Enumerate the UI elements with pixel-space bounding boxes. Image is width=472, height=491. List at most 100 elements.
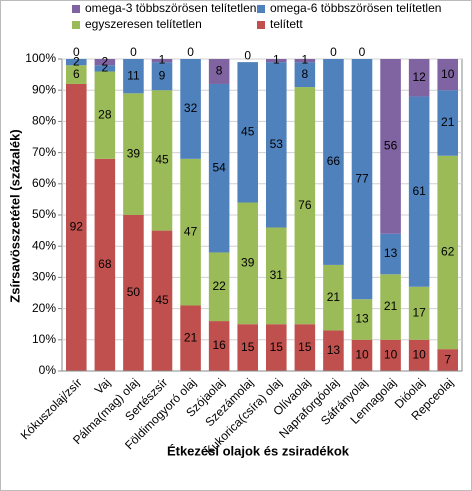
bar-segment: [266, 324, 287, 371]
bar-segment: [437, 349, 458, 371]
data-label: 0: [130, 45, 137, 59]
bar-segment: [123, 59, 144, 94]
data-label: 6: [73, 67, 80, 81]
bar-segment: [408, 96, 430, 287]
y-tick-label: 40%: [32, 238, 56, 252]
y-tick-label: 80%: [32, 114, 56, 128]
bar-segment: [437, 155, 458, 350]
data-label: 66: [327, 154, 341, 168]
y-tick-label: 0%: [39, 363, 57, 377]
data-label: 15: [241, 340, 255, 354]
bar-segment: [351, 59, 373, 300]
bar-segment: [351, 299, 373, 340]
data-label: 8: [302, 67, 309, 81]
y-tick-label: 70%: [32, 145, 56, 159]
data-label: 32: [184, 101, 198, 115]
bar-segment: [180, 305, 201, 371]
bar-segment: [323, 264, 344, 331]
bar-segment: [237, 62, 258, 203]
data-label: 21: [327, 290, 341, 304]
bar-segment: [437, 90, 458, 156]
data-label: 1: [159, 53, 166, 67]
y-tick-label: 100%: [25, 51, 56, 65]
data-label: 45: [155, 293, 169, 307]
data-label: 15: [270, 340, 284, 354]
bar-segment: [408, 286, 430, 340]
bar-segment: [294, 324, 316, 371]
data-label: 13: [327, 343, 341, 357]
bar-segment: [151, 62, 173, 91]
bar-segment: [151, 230, 173, 371]
bar-segment: [294, 62, 316, 88]
bar-segment: [351, 339, 373, 371]
data-label: 21: [441, 115, 455, 129]
legend-swatch: [257, 21, 265, 29]
data-label: 62: [441, 245, 455, 259]
data-label: 45: [155, 153, 169, 167]
bar-segment: [123, 93, 144, 215]
data-label: 45: [241, 124, 255, 138]
data-label: 53: [270, 137, 284, 151]
bar-segment: [237, 324, 258, 371]
bar-segment: [380, 233, 401, 275]
y-tick-label: 90%: [32, 82, 56, 96]
data-label: 28: [98, 107, 112, 121]
data-label: 1: [273, 53, 280, 67]
data-label: 54: [212, 160, 226, 174]
legend-label: omega-3 többszörösen telítetlen: [85, 1, 256, 15]
data-label: 21: [384, 299, 398, 313]
bar-segment: [208, 252, 230, 322]
bar-segment: [94, 65, 116, 72]
bar-segment: [66, 59, 87, 66]
legend-swatch: [72, 21, 80, 29]
bar-segment: [380, 59, 401, 234]
bar-segment: [294, 59, 316, 63]
legend-swatch: [72, 5, 80, 13]
data-label: 47: [184, 224, 198, 238]
y-tick-label: 30%: [32, 270, 56, 284]
y-tick-label: 60%: [32, 176, 56, 190]
data-label: 9: [159, 68, 166, 82]
data-label: 16: [212, 338, 226, 352]
bar-segment: [266, 62, 287, 228]
data-label: 2: [102, 54, 109, 68]
data-label: 61: [412, 184, 426, 198]
data-label: 11: [127, 68, 140, 82]
data-label: 2: [73, 54, 80, 68]
bar-segment: [94, 71, 116, 159]
data-label: 10: [355, 348, 369, 362]
data-label: 39: [127, 146, 141, 160]
bar-segment: [208, 83, 230, 253]
y-axis-title: Zsírsavösszetétel (százalék): [7, 129, 22, 302]
bar-segment: [208, 321, 230, 371]
bar-segment: [266, 227, 287, 325]
bar-segment: [408, 339, 430, 371]
legend-swatch: [257, 5, 265, 13]
data-label: 31: [270, 268, 284, 282]
bar-segment: [94, 59, 116, 66]
bar-segment: [380, 274, 401, 340]
data-label: 0: [330, 45, 337, 59]
data-label: 22: [212, 279, 226, 293]
legend-label: egyszeresen telítetlen: [85, 17, 202, 31]
data-label: 10: [441, 67, 455, 81]
bar-segment: [94, 158, 116, 371]
data-label: 39: [241, 256, 255, 270]
bar-segment: [151, 59, 173, 63]
bar-segment: [380, 339, 401, 371]
data-label: 21: [184, 330, 198, 344]
bar-segment: [151, 90, 173, 231]
y-tick-label: 50%: [32, 207, 56, 221]
y-tick-label: 20%: [32, 301, 56, 315]
data-label: 1: [302, 53, 309, 67]
bar-segment: [323, 330, 344, 371]
data-label: 8: [216, 64, 223, 78]
bar-segment: [437, 59, 458, 91]
data-label: 77: [355, 171, 369, 185]
data-label: 10: [412, 348, 426, 362]
x-axis-title: Étkezési olajok és zsiradékok: [167, 443, 350, 458]
data-label: 68: [98, 257, 112, 271]
data-label: 0: [244, 48, 251, 62]
data-label: 15: [298, 340, 312, 354]
